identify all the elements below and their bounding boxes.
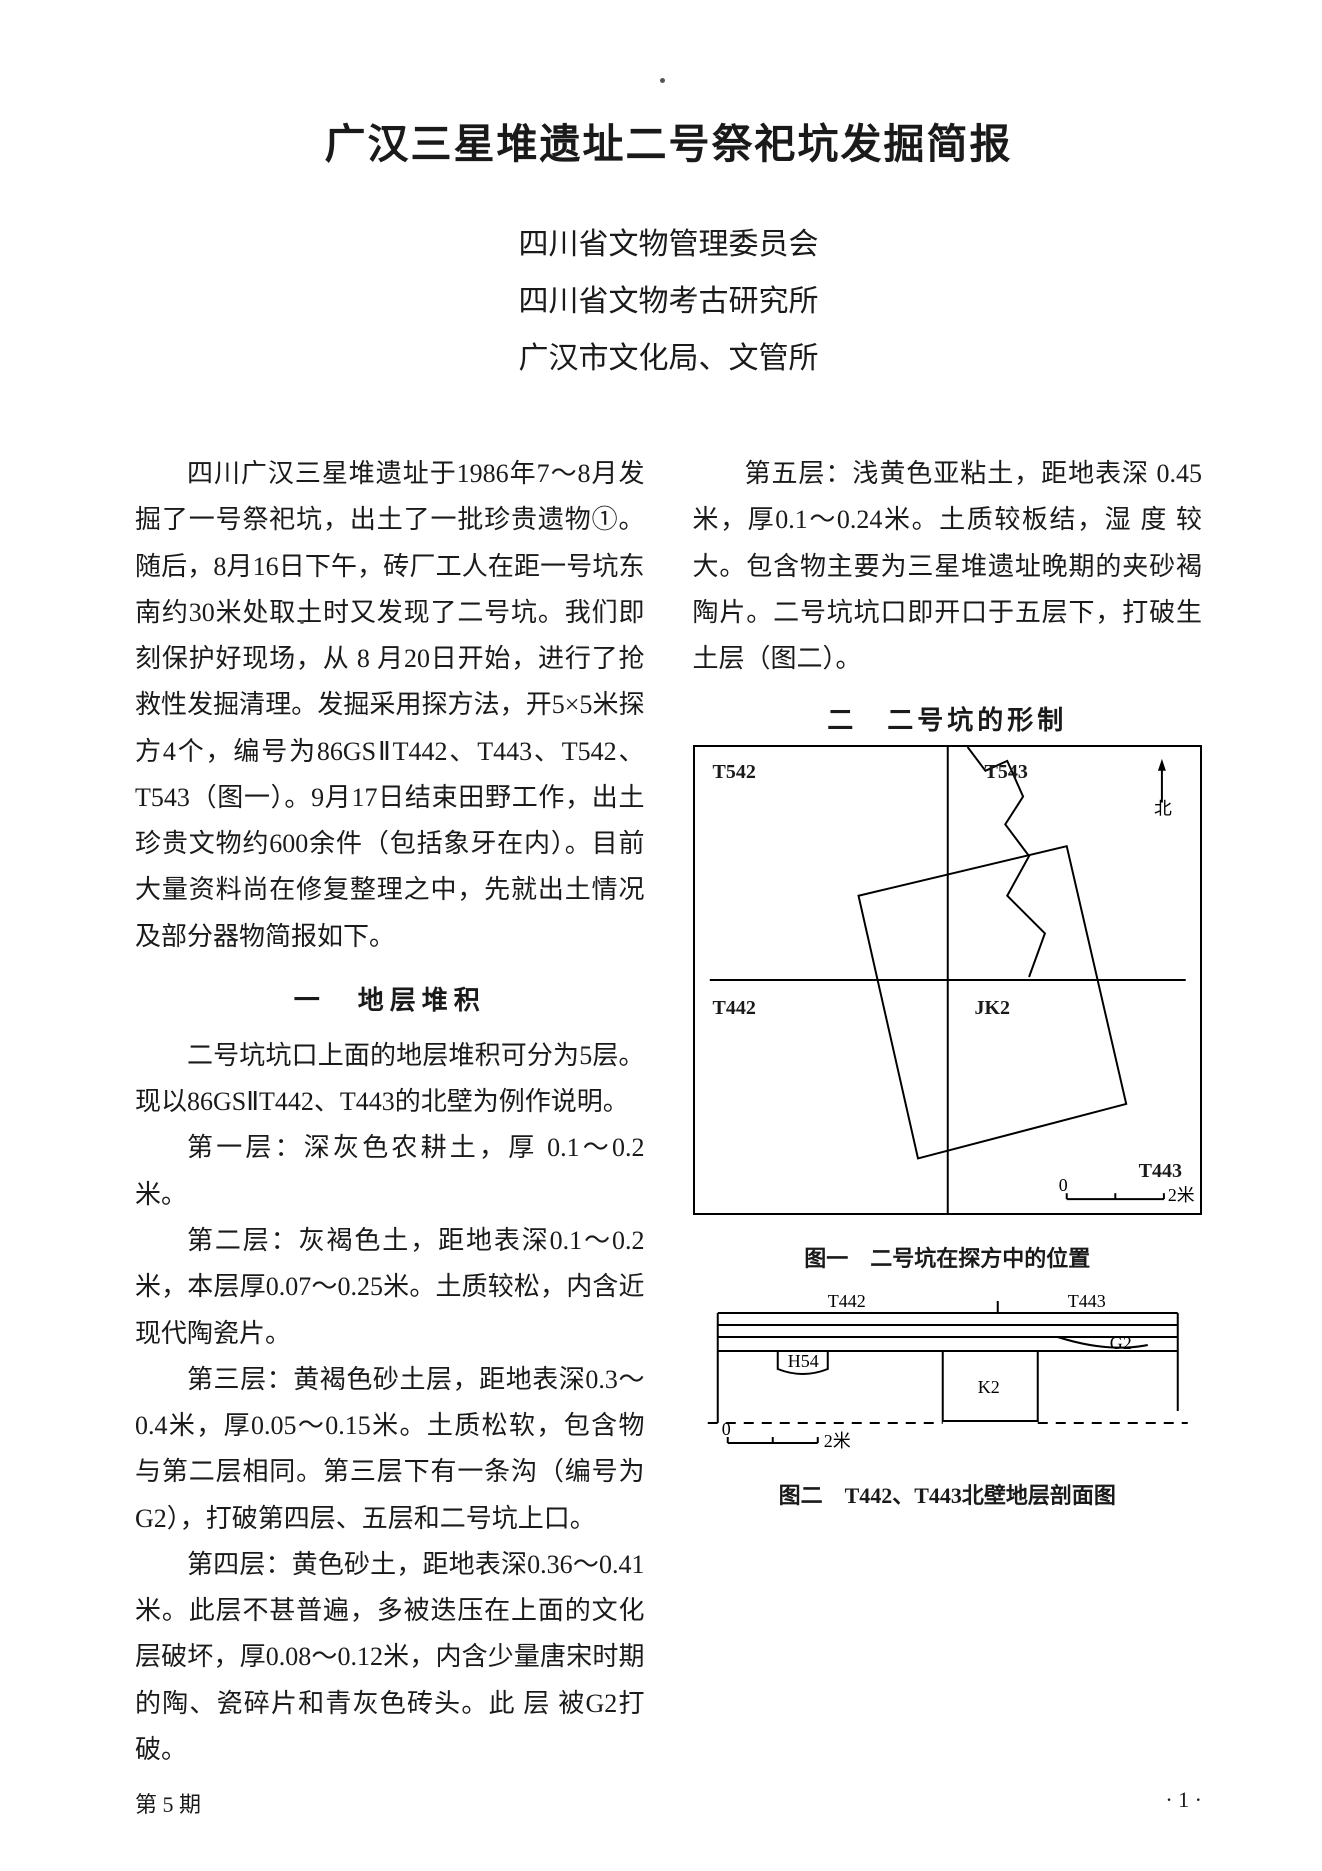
section-heading-2: 二 二号坑的形制 [693,700,1203,737]
fig2-label-right: T443 [1067,1293,1105,1311]
para: 第一层：深灰色农耕土，厚 0.1～0.2米。 [135,1125,645,1218]
fig1-label-tl: T542 [713,761,756,784]
fig1-label-center: JK2 [975,997,1011,1020]
intro-paragraph: 四川广汉三星堆遗址于1986年7～8月发掘了一号祭祀坑，出土了一批珍贵遗物①。随… [135,451,645,960]
figure-1-svg: 0 2米 北 [695,747,1201,1213]
figure-1: 0 2米 北 T542 T543 T442 JK2 T443 [693,745,1203,1215]
author-line: 广汉市文化局、文管所 [135,330,1202,387]
fig2-label-h54: H54 [787,1351,818,1371]
para: 四川广汉三星堆遗址于1986年7～8月发掘了一号祭祀坑，出土了一批珍贵遗物①。随… [135,451,645,960]
right-top-para: 第五层：浅黄色亚粘土，距地表深 0.45米，厚0.1～0.24米。土质较板结，湿… [693,451,1203,682]
north-label: 北 [1153,799,1171,819]
scale-end: 2米 [1167,1185,1194,1205]
scale-zero: 0 [1058,1176,1067,1196]
fig1-label-tr: T543 [985,761,1028,784]
figure-2-caption: 图二 T442、T443北壁地层剖面图 [693,1478,1203,1510]
fig2-label-g2: G2 [1109,1333,1131,1353]
para: 第三层：黄褐色砂土层，距地表深0.3～0.4米，厚0.05～0.15米。土质松软… [135,1357,645,1542]
para: 二号坑坑口上面的地层堆积可分为5层。现以86GSⅡT442、T443的北壁为例作… [135,1033,645,1126]
author-line: 四川省文物管理委员会 [135,216,1202,273]
footer-issue: 第 5 期 [135,1787,201,1819]
page-title: 广汉三星堆遗址二号祭祀坑发掘简报 [135,110,1202,170]
para: 第四层：黄色砂土，距地表深0.36～0.41米。此层不甚普遍，多被迭压在上面的文… [135,1542,645,1773]
fig2-label-k2: K2 [977,1377,999,1397]
author-line: 四川省文物考古研究所 [135,273,1202,330]
fig1-label-br: T443 [1139,1160,1182,1183]
page-footer: 第 5 期 · 1 · [135,1787,1202,1819]
figure-2: T442 T443 H54 G2 K2 0 2米 [693,1293,1203,1468]
footer-page-number: · 1 · [1165,1787,1202,1819]
section-heading-1: 一 地层堆积 [135,980,645,1017]
figure-2-svg: T442 T443 H54 G2 K2 0 2米 [693,1293,1203,1463]
fig2-scale-end: 2米 [823,1431,850,1451]
fig2-label-left: T442 [827,1293,865,1311]
section-1-body: 二号坑坑口上面的地层堆积可分为5层。现以86GSⅡT442、T443的北壁为例作… [135,1033,645,1773]
para: 第五层：浅黄色亚粘土，距地表深 0.45米，厚0.1～0.24米。土质较板结，湿… [693,451,1203,682]
fig1-label-bl: T442 [713,997,756,1020]
figure-1-caption: 图一 二号坑在探方中的位置 [693,1241,1203,1273]
para: 第二层：灰褐色土，距地表深0.1～0.2米，本层厚0.07～0.25米。土质较松… [135,1218,645,1357]
fig2-scale-start: 0 [721,1419,730,1439]
author-block: 四川省文物管理委员会 四川省文物考古研究所 广汉市文化局、文管所 [135,216,1202,387]
